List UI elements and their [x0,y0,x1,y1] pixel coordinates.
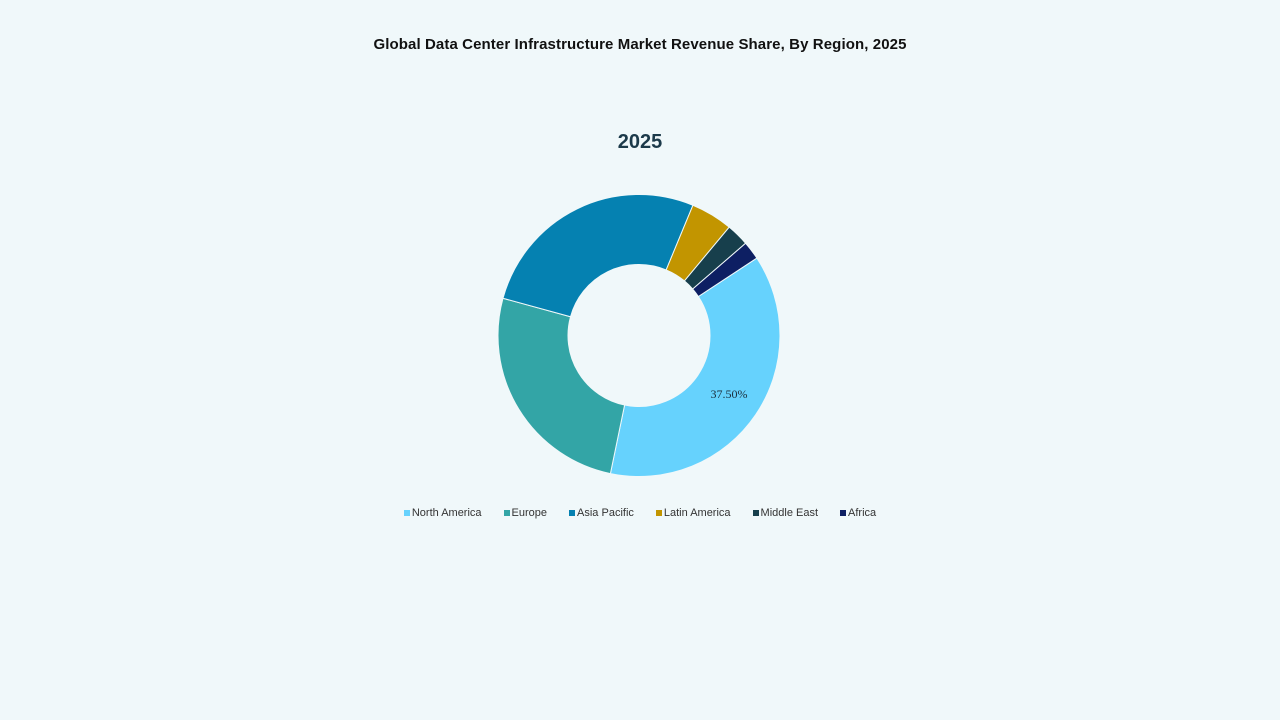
legend-swatch [840,510,847,516]
donut-slice-africa[interactable] [691,242,758,298]
legend-item-latin-america[interactable]: Latin America [655,507,731,519]
legend-item-europe[interactable]: Europe [503,507,548,519]
legend-item-africa[interactable]: Africa [840,507,876,519]
legend-swatch [503,510,510,516]
legend-item-asia-pacific[interactable]: Asia Pacific [569,507,634,519]
legend-label: Europe [511,507,548,519]
legend-label: Middle East [760,507,819,519]
legend-item-middle-east[interactable]: Middle East [752,507,819,519]
chart-legend: North America Europe Asia Pacific Latin … [0,507,1280,519]
donut-slice-asia-pacific[interactable] [502,194,694,318]
legend-label: Africa [848,507,877,519]
legend-label: Latin America [663,507,731,519]
donut-slice-north-america[interactable] [609,257,781,477]
donut-slice-europe[interactable] [497,297,626,475]
data-label: 37.50% [711,387,748,401]
legend-swatch [655,510,662,516]
legend-label: Asia Pacific [577,507,634,519]
legend-item-north-america[interactable]: North America [403,507,482,519]
chart-subtitle: 2025 [617,131,663,153]
legend-swatch [569,510,576,516]
legend-swatch [403,510,410,516]
legend-swatch [752,510,759,516]
legend-label: North America [411,507,482,519]
chart-title: Global Data Center Infrastructure Market… [373,36,907,53]
